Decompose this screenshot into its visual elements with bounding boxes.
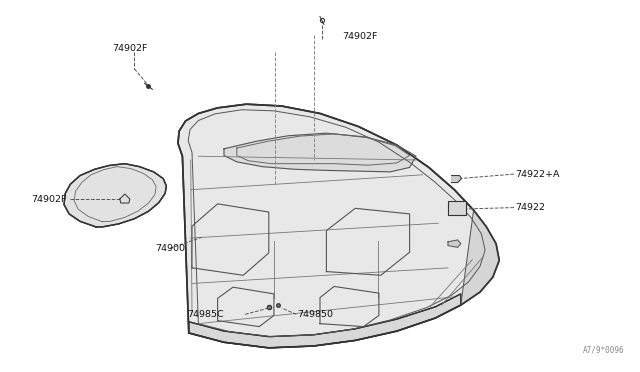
Polygon shape [64, 164, 166, 227]
Polygon shape [120, 194, 130, 203]
Text: 74985C: 74985C [188, 310, 224, 319]
Text: 74902F: 74902F [31, 195, 66, 203]
Polygon shape [452, 176, 461, 183]
Polygon shape [448, 240, 461, 247]
Text: 74900: 74900 [156, 244, 186, 253]
Text: A7/9*0096: A7/9*0096 [582, 345, 624, 354]
Polygon shape [178, 104, 499, 348]
Text: 74922+A: 74922+A [515, 170, 560, 179]
Text: 74922: 74922 [515, 203, 545, 212]
Polygon shape [189, 294, 461, 348]
Text: 749850: 749850 [298, 310, 333, 319]
Text: 74902F: 74902F [342, 32, 378, 41]
Polygon shape [224, 133, 416, 172]
Polygon shape [461, 210, 499, 305]
Text: 74902F: 74902F [112, 44, 147, 53]
FancyBboxPatch shape [448, 201, 466, 215]
